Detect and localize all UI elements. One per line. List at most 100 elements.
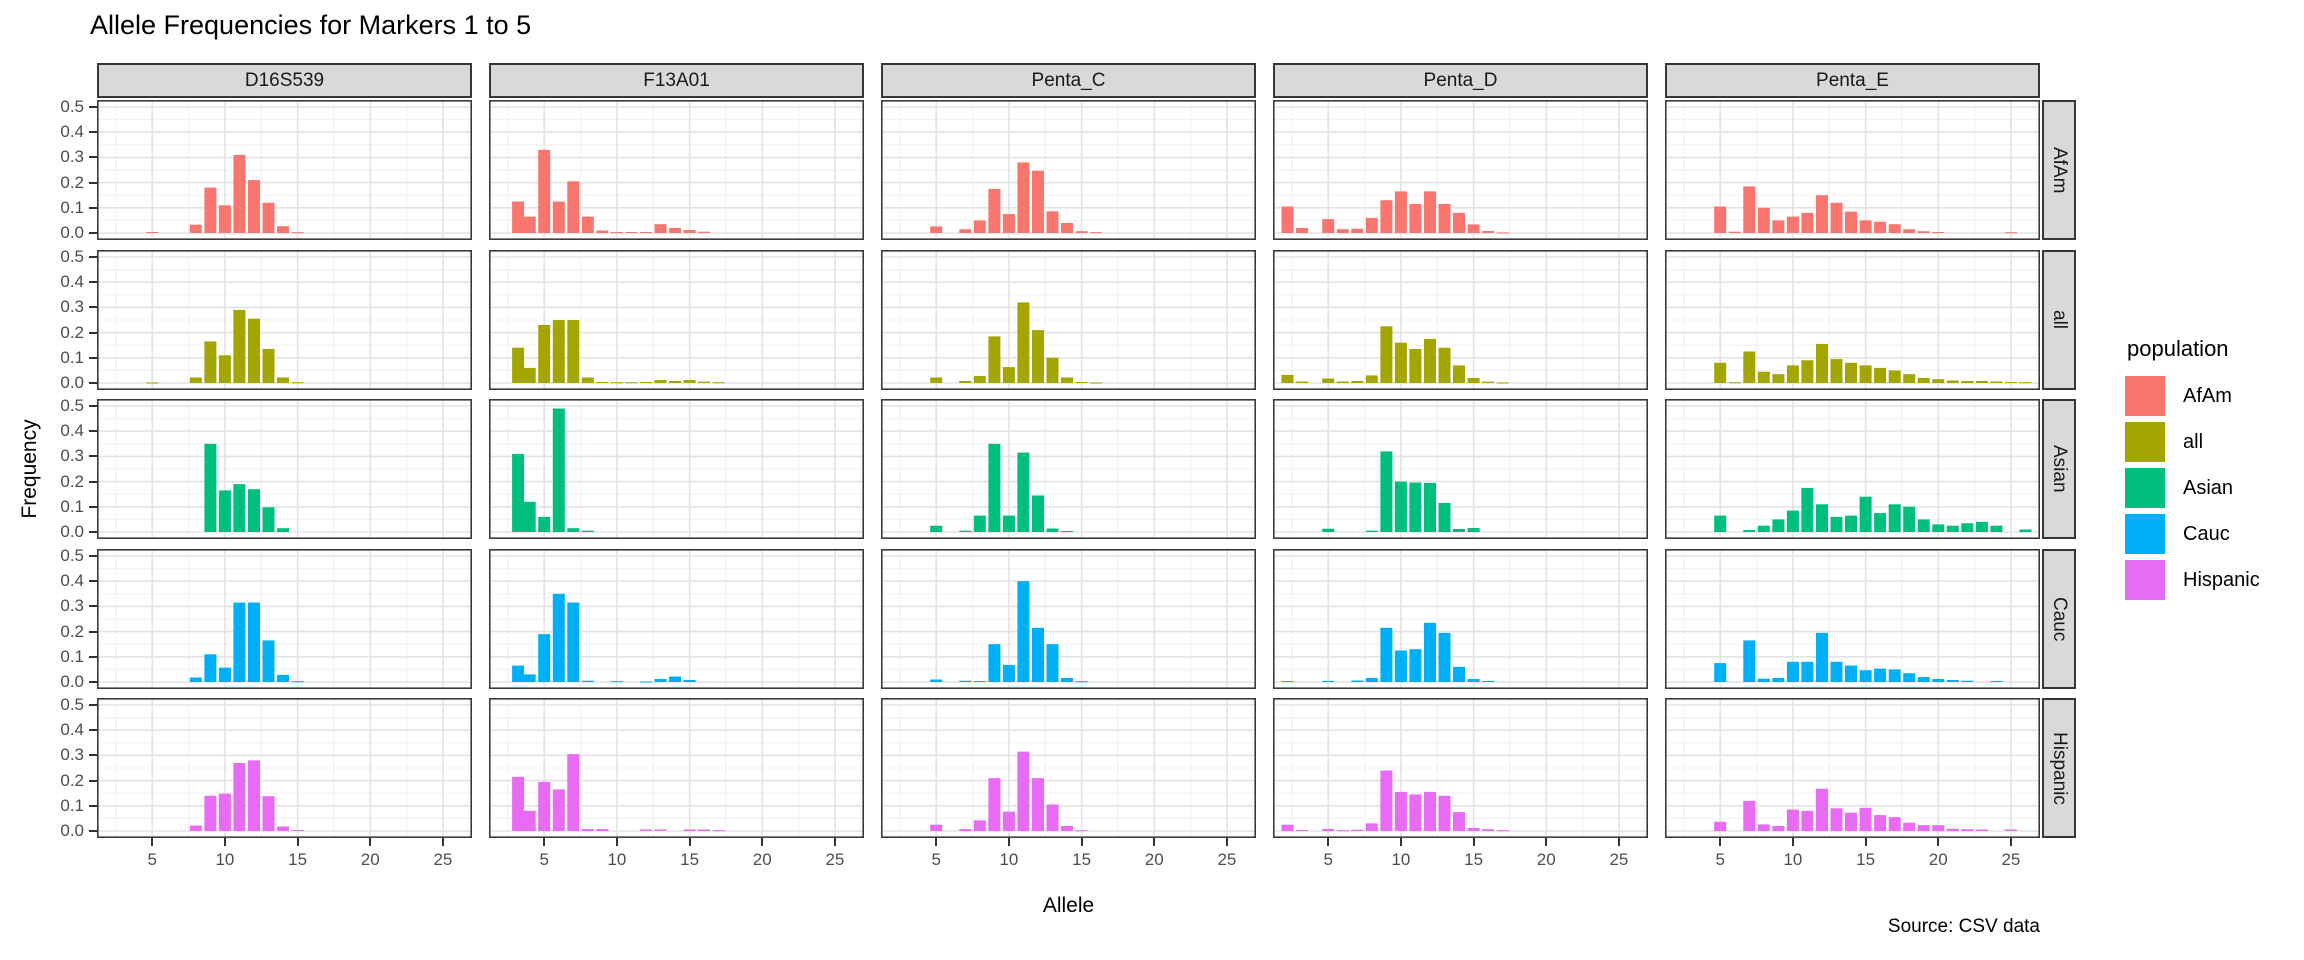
bar-allele-11 (1017, 452, 1030, 532)
bar-allele-10 (610, 232, 623, 233)
facet-chart (1665, 399, 2040, 539)
x-tick-label: 10 (1783, 850, 1803, 869)
bar-allele-10 (1786, 216, 1799, 233)
bar-allele-13 (262, 796, 275, 831)
facet-chart (1273, 549, 1648, 689)
bar-allele-14 (1453, 529, 1465, 532)
bar-allele-5 (1714, 362, 1727, 383)
bar-allele-24 (1990, 681, 2003, 682)
bar-allele-12 (640, 829, 652, 831)
bar-allele-9 (1380, 200, 1393, 233)
bar-allele-14 (277, 226, 289, 233)
legend-entry-all: all (2125, 422, 2260, 462)
bar-allele-3.2 (512, 665, 525, 682)
bar-allele-9 (988, 443, 1001, 532)
bar-allele-17 (1888, 817, 1901, 831)
bar-allele-12 (248, 602, 260, 682)
bar-allele-14 (1061, 678, 1073, 682)
bar-allele-5 (1714, 821, 1727, 831)
bar-allele-15 (1075, 231, 1088, 233)
x-tick-label: 10 (999, 850, 1019, 869)
bar-allele-7 (959, 680, 972, 682)
x-tick-label: 10 (215, 850, 235, 869)
y-tick-label: 0.1 (60, 197, 84, 217)
facet-row-strip-AfAm: AfAm (2042, 100, 2076, 240)
bar-allele-15 (683, 680, 696, 682)
bar-allele-16 (1090, 382, 1103, 384)
panel-border (881, 399, 1256, 539)
x-tick-mark (688, 838, 691, 846)
y-tick-label: 0.1 (60, 646, 84, 666)
bar-allele-9 (1772, 519, 1785, 532)
bar-allele-14 (669, 228, 681, 233)
bar-allele-25 (2004, 232, 2017, 234)
bar-allele-21 (1946, 525, 1959, 532)
bar-allele-9 (988, 644, 1001, 682)
x-tick-mark (761, 838, 764, 846)
bar-allele-2.2 (1281, 824, 1294, 831)
bar-allele-3.2 (1296, 228, 1309, 233)
bar-allele-5 (1714, 663, 1727, 682)
bar-allele-21 (1946, 828, 1959, 831)
facet-panel-D16S539-Hispanic (97, 698, 472, 838)
bar-allele-7 (1351, 680, 1364, 682)
y-axis-title: Frequency (18, 419, 41, 519)
bar-allele-6 (552, 593, 565, 682)
bar-allele-20 (1932, 232, 1945, 233)
facet-panel-D16S539-AfAm (97, 100, 472, 240)
bar-allele-9 (1380, 627, 1393, 682)
bar-allele-5 (930, 377, 943, 383)
bar-allele-13 (654, 224, 667, 233)
bar-allele-14 (1453, 212, 1465, 233)
bar-allele-12 (1424, 482, 1436, 532)
facet-chart (1273, 250, 1648, 390)
bar-allele-12 (1424, 622, 1436, 682)
bar-allele-17 (1888, 370, 1901, 383)
bar-allele-7 (1351, 829, 1364, 831)
bar-allele-14 (1061, 222, 1073, 233)
bar-allele-11 (1801, 212, 1814, 233)
x-tick-label: 20 (1536, 850, 1556, 869)
bar-allele-8 (973, 681, 986, 682)
bar-allele-7 (959, 829, 972, 831)
x-tick-mark (151, 838, 154, 846)
x-tick-mark (615, 838, 618, 846)
facet-chart (1273, 399, 1648, 539)
y-tick-label: 0.0 (60, 223, 84, 242)
y-tick-mark (89, 106, 97, 108)
bar-allele-9 (1772, 374, 1785, 383)
legend-key-swatch (2125, 376, 2165, 416)
panel-border (489, 549, 864, 689)
bar-allele-8 (581, 829, 594, 831)
bar-allele-19 (1917, 677, 1930, 682)
bar-allele-10 (1394, 342, 1407, 383)
bar-allele-26 (2019, 529, 2032, 532)
bar-allele-8 (189, 825, 202, 831)
panel-border (881, 549, 1256, 689)
bar-allele-13 (1438, 795, 1451, 831)
panel-border (489, 698, 864, 838)
bar-allele-13 (1438, 347, 1451, 383)
legend-label: AfAm (2183, 384, 2232, 407)
y-tick-mark (89, 131, 97, 134)
bar-allele-14 (277, 674, 289, 682)
bar-allele-8 (973, 375, 986, 383)
facet-chart (97, 100, 472, 240)
y-tick-label: 0.2 (60, 322, 84, 342)
facet-column-strip-Penta_C: Penta_C (881, 63, 1256, 98)
bar-allele-7 (1743, 186, 1756, 233)
facet-panel-Penta_D-Asian (1273, 399, 1648, 539)
bar-allele-19 (1917, 519, 1930, 532)
bar-allele-10 (1394, 650, 1407, 682)
facet-panel-F13A01-Cauc (489, 549, 864, 689)
bar-allele-11 (233, 154, 246, 233)
bar-allele-5 (930, 226, 943, 233)
bar-allele-7 (567, 602, 580, 682)
y-tick-label: 0.1 (60, 795, 84, 815)
legend: population AfAm all Asian Cauc Hispanic (2125, 336, 2260, 606)
bar-allele-4 (523, 674, 536, 682)
bar-allele-11 (1017, 581, 1030, 682)
facet-panel-D16S539-Cauc (97, 549, 472, 689)
bar-allele-23 (1975, 829, 1988, 831)
x-tick-mark (1791, 838, 1794, 846)
